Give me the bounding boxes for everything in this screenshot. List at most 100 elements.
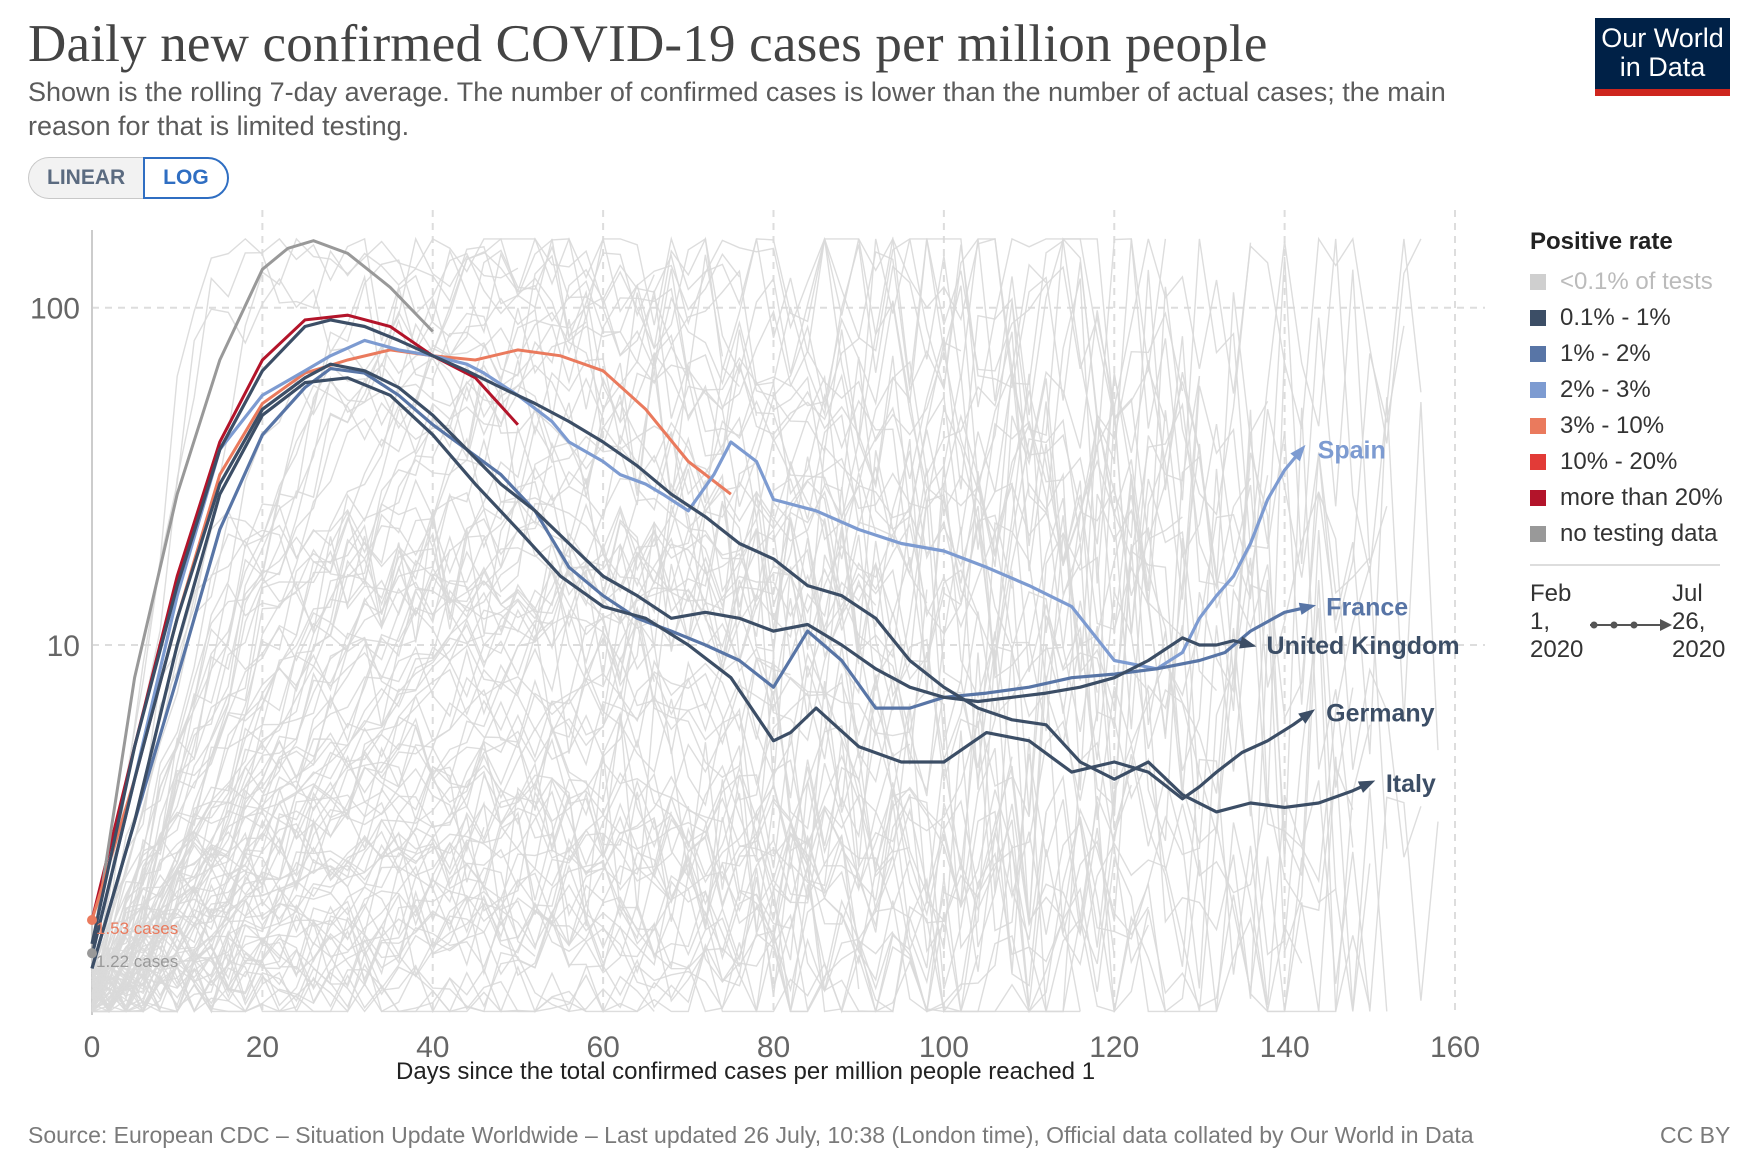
background-country-line	[91, 378, 1218, 1003]
x-tick-label: 120	[1089, 1031, 1139, 1064]
series-label: United Kingdom	[1267, 632, 1460, 660]
log-scale-button[interactable]: LOG	[143, 157, 229, 199]
y-tick-label: 10	[47, 630, 80, 663]
x-tick-label: 0	[84, 1031, 101, 1064]
timeline-start-date: Feb 1, 2020	[1530, 580, 1584, 663]
legend-item[interactable]: more than 20%	[1530, 480, 1745, 516]
background-country-line	[91, 407, 1354, 999]
logo-line-1: Our World	[1601, 23, 1724, 53]
legend-item[interactable]: <0.1% of tests	[1530, 264, 1745, 300]
background-country-line	[91, 811, 672, 1012]
legend-item[interactable]: 0.1% - 1%	[1530, 300, 1745, 336]
background-country-line	[91, 357, 485, 973]
background-country-line	[91, 649, 1047, 1013]
background-country-line	[91, 245, 740, 1012]
timeline-slider-icon[interactable]	[1588, 618, 1674, 632]
series-end-arrow	[1298, 602, 1317, 615]
background-country-line	[91, 752, 1149, 1012]
legend-label: 1% - 2%	[1560, 340, 1651, 367]
legend-swatch	[1530, 310, 1546, 326]
chart-subtitle: Shown is the rolling 7-day average. The …	[28, 77, 1446, 141]
legend-item[interactable]: 3% - 10%	[1530, 408, 1745, 444]
background-country-line	[92, 851, 1166, 1014]
series-line	[90, 362, 1251, 956]
legend-item[interactable]: 1% - 2%	[1530, 336, 1745, 372]
legend-swatch	[1530, 346, 1546, 362]
background-country-line	[91, 237, 1167, 997]
background-country-line	[91, 478, 928, 1012]
background-country-line	[91, 634, 1269, 1008]
legend-title: Positive rate	[1530, 228, 1673, 255]
positive-rate-legend: Positive rate <0.1% of tests 0.1% - 1% 1% …	[1530, 228, 1745, 670]
background-country-line	[91, 254, 724, 979]
background-country-line	[91, 311, 758, 991]
x-tick-label: 60	[586, 1031, 619, 1064]
background-country-line	[91, 608, 1371, 1014]
y-tick-label: 100	[30, 293, 80, 326]
x-tick-label: 40	[416, 1031, 449, 1064]
background-country-line	[91, 889, 1081, 1014]
series-label: France	[1326, 594, 1408, 622]
background-country-line	[91, 325, 1405, 973]
scale-toggle: LINEAR LOG	[28, 157, 229, 199]
background-country-line	[91, 397, 1439, 1010]
background-country-line	[91, 756, 1388, 1012]
legend-swatch	[1530, 274, 1546, 290]
series-end-arrow	[1357, 780, 1376, 793]
legend-label: 10% - 20%	[1560, 448, 1678, 475]
background-country-line	[91, 310, 1201, 980]
owid-logo[interactable]: Our World in Data	[1595, 18, 1730, 96]
legend-label: 3% - 10%	[1560, 412, 1665, 439]
background-country-line	[91, 537, 1201, 1012]
x-tick-label: 80	[757, 1031, 790, 1064]
series-label: Spain	[1318, 436, 1386, 464]
background-country-line	[91, 355, 1252, 982]
background-country-line	[91, 236, 1047, 989]
series-end-arrow	[1239, 636, 1257, 649]
legend-divider	[1530, 564, 1720, 566]
background-country-line	[91, 816, 1371, 1014]
legend-item[interactable]: 10% - 20%	[1530, 444, 1745, 480]
background-country-line	[91, 557, 1388, 1009]
start-point-label: 1.53 cases	[96, 919, 178, 938]
x-axis-label: Days since the total confirmed cases per…	[396, 1058, 1096, 1085]
legend-swatch	[1530, 526, 1546, 542]
background-country-line	[91, 790, 860, 1013]
license-link[interactable]: CC BY	[1660, 1122, 1731, 1148]
legend-item[interactable]: 2% - 3%	[1530, 372, 1745, 408]
legend-swatch	[1530, 418, 1546, 434]
linear-scale-button[interactable]: LINEAR	[28, 157, 144, 199]
background-country-line	[91, 500, 1354, 1012]
background-country-line	[91, 256, 1388, 1012]
background-country-line	[91, 425, 553, 976]
x-tick-label: 100	[919, 1031, 969, 1064]
background-country-line	[91, 800, 962, 1008]
background-country-line	[92, 737, 911, 1013]
background-country-line	[91, 969, 655, 1014]
logo-line-2: in Data	[1619, 52, 1706, 82]
timeline-control[interactable]: Feb 1, 2020 Jul 26, 2020	[1530, 580, 1745, 670]
background-country-line	[91, 915, 1371, 1014]
x-tick-label: 140	[1260, 1031, 1310, 1064]
legend-label: <0.1% of tests	[1560, 268, 1713, 295]
legend-swatch	[1530, 454, 1546, 470]
source-note: Source: European CDC – Situation Update …	[28, 1122, 1474, 1148]
background-country-line	[91, 774, 1132, 1010]
series-line	[90, 376, 1312, 969]
series-label: Germany	[1326, 700, 1434, 728]
background-country-line	[91, 237, 1422, 999]
chart-title: Daily new confirmed COVID-19 cases per m…	[28, 15, 1268, 73]
background-country-line	[91, 244, 1184, 1011]
background-country-line	[91, 517, 877, 1001]
x-tick-label: 20	[246, 1031, 279, 1064]
background-country-line	[91, 658, 910, 1004]
legend-label: no testing data	[1560, 520, 1718, 547]
background-country-line	[91, 238, 1115, 1009]
background-country-line	[91, 492, 1422, 1012]
background-country-line	[91, 868, 809, 1014]
series-line	[90, 367, 1311, 969]
legend-item[interactable]: no testing data	[1530, 516, 1745, 552]
background-country-line	[91, 287, 689, 1006]
legend-label: 0.1% - 1%	[1560, 304, 1671, 331]
